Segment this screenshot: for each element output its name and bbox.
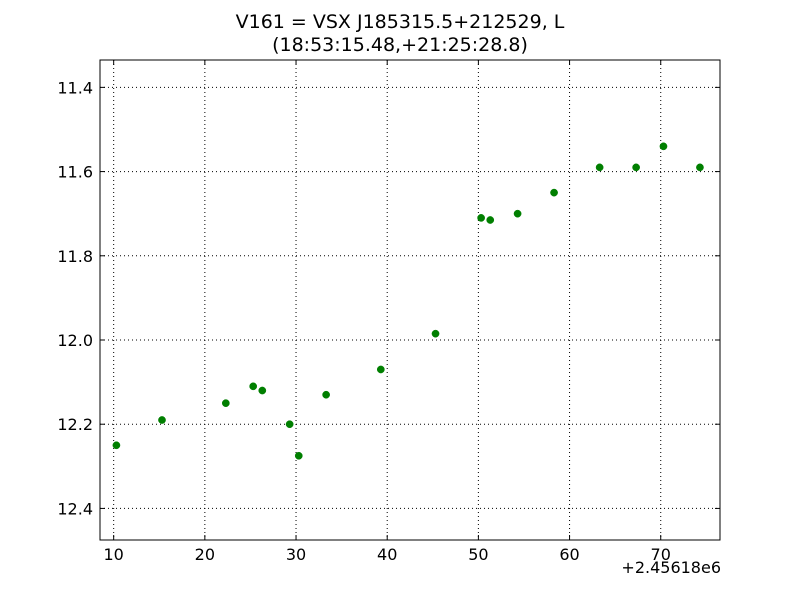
y-tick-label: 11.4 <box>57 78 93 97</box>
data-point <box>158 416 166 424</box>
data-point <box>550 188 558 197</box>
data-point <box>249 382 258 391</box>
x-tick-label: 60 <box>559 545 579 564</box>
y-tick-label: 11.6 <box>57 163 93 182</box>
y-tick-label: 11.8 <box>57 247 93 266</box>
data-point <box>513 209 522 218</box>
axis-ticks: 10 20 30 40 50 60 70 11.4 11.6 11.8 12.0 12.2 12.4 <box>57 60 720 564</box>
data-point <box>376 365 385 374</box>
data-point <box>595 163 604 172</box>
y-tick-label: 12.0 <box>57 331 93 350</box>
x-tick-label: 10 <box>103 545 123 564</box>
data-point <box>431 329 440 338</box>
x-axis-offset-label: +2.45618e6 <box>621 558 721 577</box>
data-point <box>322 390 330 399</box>
x-tick-label: 70 <box>651 545 671 564</box>
data-point <box>221 399 230 408</box>
data-point <box>477 214 485 222</box>
data-points <box>112 142 704 460</box>
x-tick-label: 20 <box>195 545 215 564</box>
data-point <box>294 451 303 460</box>
data-point <box>285 420 294 429</box>
y-tick-label: 12.4 <box>57 499 93 518</box>
plot-frame <box>99 59 721 541</box>
grid <box>100 60 720 540</box>
x-tick-label: 30 <box>286 545 306 564</box>
chart-title: V161 = VSX J185315.5+212529, L <box>235 11 565 33</box>
y-tick-label: 12.2 <box>57 415 93 434</box>
data-point <box>696 163 704 172</box>
x-tick-label: 50 <box>468 545 488 564</box>
data-point <box>112 441 121 450</box>
x-tick-label: 40 <box>377 545 397 564</box>
data-point <box>659 142 668 151</box>
data-point <box>486 216 495 224</box>
chart-subtitle: (18:53:15.48,+21:25:28.8) <box>272 34 528 56</box>
data-point <box>632 163 640 172</box>
data-point <box>258 386 267 395</box>
